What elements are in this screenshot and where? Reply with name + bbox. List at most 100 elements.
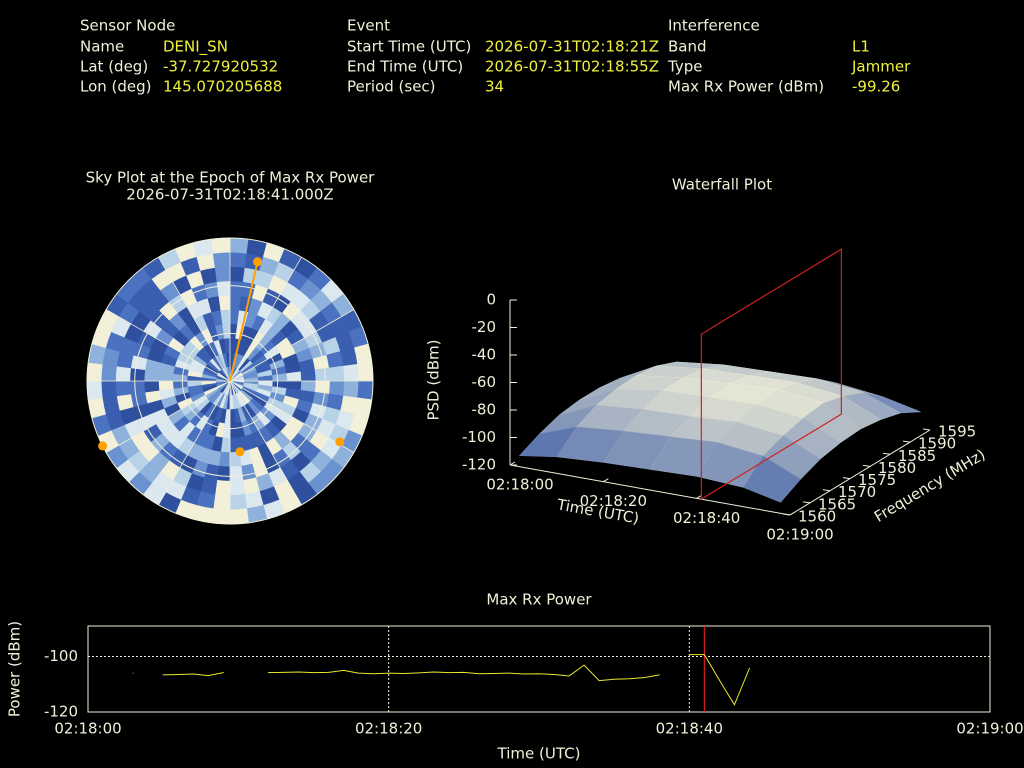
x-tick-label: 02:18:20 [355,720,422,738]
y-tick-label: 1570 [838,483,876,501]
heatmap-cell [101,380,117,399]
y-tick [862,464,871,467]
surface-cell [742,455,802,503]
y-tick [902,440,911,443]
grid-spoke [229,380,302,506]
heatmap-cell [216,465,231,482]
grid-spoke [158,256,231,382]
heatmap-cell [115,380,132,397]
surface [518,361,921,503]
heatmap-cell [129,380,146,395]
y-tick [802,501,811,504]
x-tick [603,478,609,483]
section-title: Interference [668,17,760,35]
y-tick [822,489,831,492]
heatmap-cell [115,365,132,382]
x-tick [509,461,516,466]
satellite-marker [98,441,108,451]
z-axis-label: PSD (dBm) [425,339,443,420]
info-label: Type [667,58,702,76]
x-tick-label: 02:18:00 [54,720,121,738]
x-tick-label: 02:19:00 [956,720,1023,738]
satellite-marker [335,437,345,447]
info-label: Lat (deg) [80,58,148,76]
y-tick [922,428,931,431]
z-tick-label: -120 [462,456,496,474]
heatmap-cell [357,362,374,382]
z-tick-label: 0 [486,291,496,309]
heatmap-cell [286,371,302,382]
grid-spoke [229,380,355,453]
y-tick-label: -120 [44,703,78,721]
heatmap-cell [101,363,117,382]
heatmap-cell [229,237,249,254]
heatmap-cell [357,380,374,400]
heatmap-cell [218,294,231,311]
y-axis-label: Power (dBm) [6,621,24,717]
y-tick [782,513,791,516]
chart-title: Sky Plot at the Epoch of Max Rx Power [86,169,376,187]
z-tick-label: -60 [472,373,497,391]
info-value: -99.26 [852,78,900,96]
heatmap-cell [229,280,244,297]
satellite-marker [253,257,263,267]
x-tick-label: 02:18:40 [673,509,740,527]
x-tick-label: 02:18:20 [580,492,647,510]
heatmap-cell [212,252,231,268]
info-value: DENI_SN [163,38,228,57]
info-value: Jammer [851,58,911,76]
heatmap-cell [212,494,231,510]
heatmap-cell [328,365,345,382]
cursor-plane [700,248,842,501]
info-value: -37.727920532 [163,58,278,76]
y-tick-label: 1580 [878,459,916,477]
heatmap-cell [300,369,317,382]
heatmap-cell [86,362,103,382]
x-axis-label: Time (UTC) [497,745,581,763]
info-label: Lon (deg) [80,78,152,96]
z-tick-label: -40 [472,346,497,364]
heatmap-cell [129,367,146,382]
sky-heatmap [86,237,374,525]
info-value: 145.070205688 [163,78,282,96]
heatmap-cell [229,266,246,283]
x-tick-label: 02:18:40 [656,720,723,738]
z-tick-label: -80 [472,401,497,419]
frequency-axis [789,429,931,516]
heatmap-cell [229,465,244,482]
heatmap-cell [328,380,345,397]
heatmap-cell [220,309,231,325]
data-line [132,654,750,706]
heatmap-cell [229,479,246,496]
heatmap-cell [229,494,248,510]
info-label: Start Time (UTC) [347,38,471,56]
y-tick-label: 1565 [818,495,856,513]
plot-frame [87,625,991,713]
grid-spoke [229,309,355,382]
heatmap-cell [314,380,331,395]
grid-spoke [105,309,231,382]
satellite-marker [235,447,245,457]
grid-spoke [229,256,302,382]
heatmap-cell [214,479,231,496]
heatmap-cell [343,380,359,399]
y-tick-label: 1595 [938,423,976,441]
chart-title: Max Rx Power [486,591,592,609]
info-value: L1 [852,38,870,56]
heatmap-cell [314,367,331,382]
y-tick [842,477,851,480]
z-tick-label: -20 [472,318,497,336]
heatmap-cell [86,380,103,400]
section-title: Sensor Node [80,17,175,35]
info-label: Period (sec) [347,78,436,96]
heatmap-cell [214,266,231,283]
heatmap-cell [143,380,160,393]
grid-spoke [158,380,231,506]
info-value: 2026-07-31T02:18:21Z [485,38,659,56]
chart-subtitle: 2026-07-31T02:18:41.000Z [126,186,333,204]
time-axis [509,464,791,516]
grid-spoke [105,380,231,453]
z-tick-label: -100 [462,428,496,446]
heatmap-cell [229,252,248,268]
